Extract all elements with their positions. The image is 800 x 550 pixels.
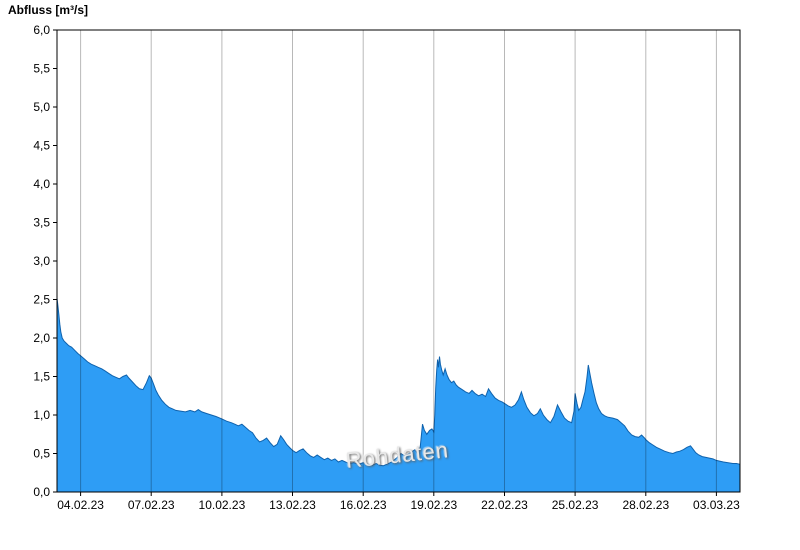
discharge-area-fill bbox=[57, 298, 740, 492]
x-tick-label: 16.02.23 bbox=[340, 498, 387, 512]
x-tick-label: 28.02.23 bbox=[622, 498, 669, 512]
y-tick-label: 1,0 bbox=[33, 408, 50, 422]
x-tick-label: 04.02.23 bbox=[57, 498, 104, 512]
y-tick-label: 2,5 bbox=[33, 293, 50, 307]
x-tick-label: 25.02.23 bbox=[552, 498, 599, 512]
x-tick-label: 03.03.23 bbox=[693, 498, 740, 512]
y-tick-label: 0,0 bbox=[33, 485, 50, 499]
x-tick-label: 22.02.23 bbox=[481, 498, 528, 512]
y-tick-label: 2,0 bbox=[33, 331, 50, 345]
y-tick-label: 4,5 bbox=[33, 139, 50, 153]
plot-border bbox=[56, 29, 741, 493]
discharge-line bbox=[56, 297, 741, 467]
y-tick-label: 0,5 bbox=[33, 447, 50, 461]
x-tick-label: 07.02.23 bbox=[128, 498, 175, 512]
x-tick-label: 13.02.23 bbox=[269, 498, 316, 512]
x-tick-label: 10.02.23 bbox=[199, 498, 246, 512]
y-tick-label: 3,5 bbox=[33, 216, 50, 230]
y-tick-label: 1,5 bbox=[33, 370, 50, 384]
y-tick-label: 6,0 bbox=[33, 23, 50, 37]
y-tick-label: 5,5 bbox=[33, 62, 50, 76]
x-tick-label: 19.02.23 bbox=[410, 498, 457, 512]
y-tick-label: 4,0 bbox=[33, 177, 50, 191]
y-axis-title: Abfluss [m³/s] bbox=[8, 3, 89, 17]
y-tick-label: 5,0 bbox=[33, 100, 50, 114]
y-tick-label: 3,0 bbox=[33, 254, 50, 268]
